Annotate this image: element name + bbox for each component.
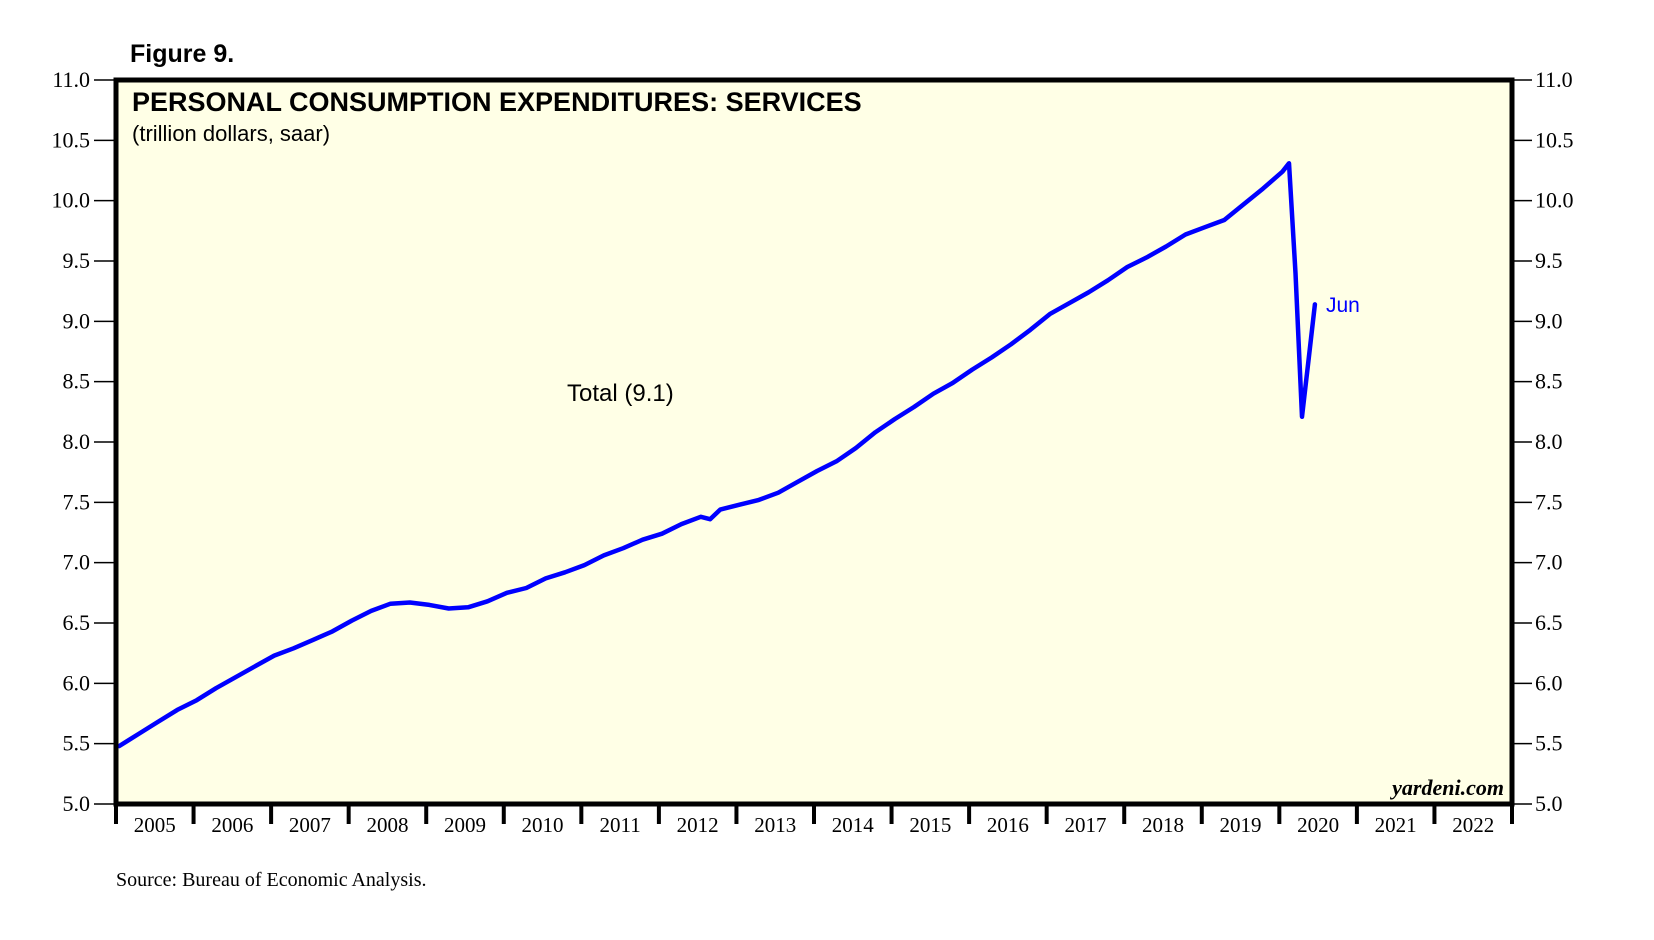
x-tick-label: 2009 (444, 813, 486, 837)
x-tick-label: 2020 (1297, 813, 1339, 837)
y-tick-label-right: 8.0 (1535, 429, 1563, 454)
y-tick-label-left: 11.0 (52, 67, 90, 92)
y-tick-label-left: 8.5 (63, 369, 91, 394)
y-tick-label-right: 10.0 (1535, 188, 1574, 213)
y-tick-label-right: 6.0 (1535, 670, 1563, 695)
y-tick-label-left: 9.5 (63, 248, 91, 273)
y-tick-label-left: 7.0 (63, 550, 91, 575)
y-tick-label-left: 10.5 (52, 127, 91, 152)
x-tick-label: 2012 (677, 813, 719, 837)
y-axis-right: 5.0 5.5 6.0 6.5 7.0 7.5 8.0 8.5 9.0 9.5 10.0 10.5 11… (1512, 67, 1574, 816)
y-tick-label-left: 9.0 (63, 308, 91, 333)
y-tick-label-right: 7.5 (1535, 489, 1563, 514)
y-tick-label-left: 6.0 (63, 670, 91, 695)
y-tick-label-right: 11.0 (1535, 67, 1573, 92)
chart-subtitle: (trillion dollars, saar) (132, 121, 330, 146)
x-tick-label: 2018 (1142, 813, 1184, 837)
y-tick-label-left: 8.0 (63, 429, 91, 454)
y-axis-left: 5.0 5.5 6.0 6.5 7.0 7.5 8.0 8.5 9.0 9.5 10.0 10.5 11… (52, 67, 116, 816)
watermark: yardeni.com (1389, 775, 1504, 800)
x-tick-label: 2013 (754, 813, 796, 837)
y-tick-label-right: 8.5 (1535, 369, 1563, 394)
x-axis: 2005 2006 2007 2008 2009 2010 2011 2012 2013 2014… (114, 804, 1514, 837)
chart-title: PERSONAL CONSUMPTION EXPENDITURES: SERVI… (132, 87, 862, 117)
x-tick-label: 2011 (599, 813, 640, 837)
plot-area (116, 80, 1512, 804)
plot-frame (113, 77, 1515, 807)
figure-label: Figure 9. (130, 40, 234, 68)
y-tick-label-right: 9.0 (1535, 308, 1563, 333)
y-tick-label-right: 6.5 (1535, 610, 1563, 635)
series-label-total: Total (9.1) (567, 380, 674, 407)
y-tick-label-right: 7.0 (1535, 550, 1563, 575)
source-note: Source: Bureau of Economic Analysis. (116, 869, 427, 891)
series-line-total (116, 161, 1318, 749)
x-tick-label: 2016 (987, 813, 1029, 837)
x-tick-label: 2010 (522, 813, 564, 837)
x-tick-label: 2021 (1375, 813, 1417, 837)
y-tick-label-right: 5.5 (1535, 731, 1563, 756)
x-tick-label: 2008 (366, 813, 408, 837)
x-tick-label: 2006 (211, 813, 253, 837)
x-tick-label: 2014 (832, 813, 875, 837)
x-tick-label: 2017 (1064, 813, 1106, 837)
x-tick-label: 2022 (1452, 813, 1494, 837)
x-tick-label: 2007 (289, 813, 331, 837)
y-tick-label-left: 7.5 (63, 489, 91, 514)
y-tick-label-left: 5.0 (63, 791, 91, 816)
y-tick-label-right: 10.5 (1535, 127, 1574, 152)
y-tick-label-right: 9.5 (1535, 248, 1563, 273)
series-end-label: Jun (1326, 294, 1360, 317)
y-tick-label-left: 6.5 (63, 610, 91, 635)
x-tick-label: 2005 (134, 813, 176, 837)
x-tick-label: 2015 (909, 813, 951, 837)
y-tick-label-right: 5.0 (1535, 791, 1563, 816)
y-tick-label-left: 10.0 (52, 188, 91, 213)
x-tick-label: 2019 (1220, 813, 1262, 837)
y-tick-label-left: 5.5 (63, 731, 91, 756)
